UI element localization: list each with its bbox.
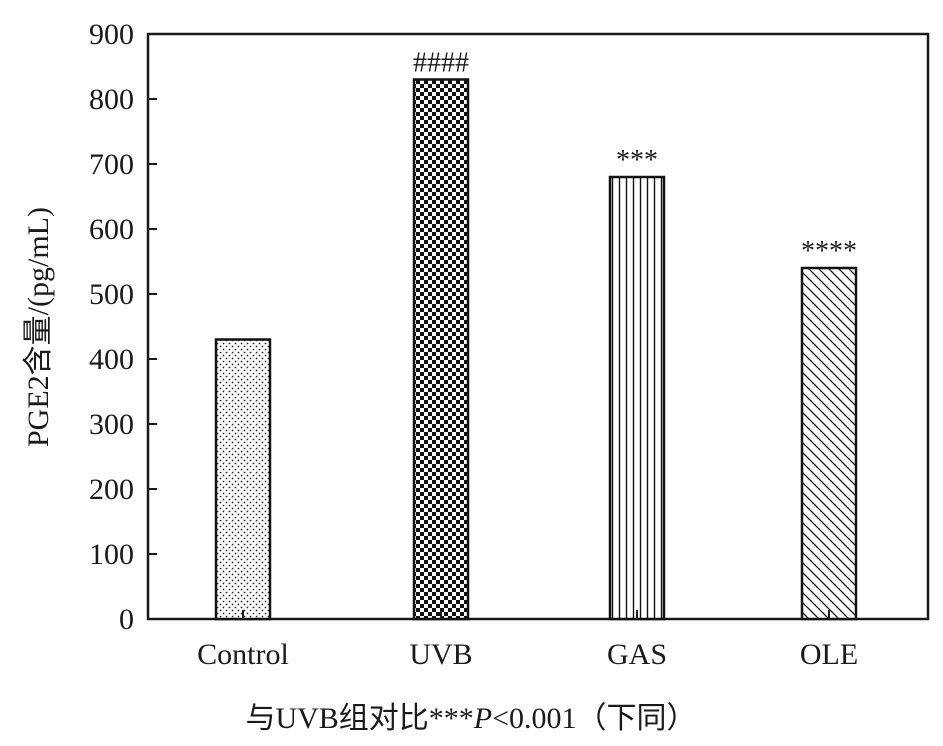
y-tick-label: 300 xyxy=(89,408,134,441)
footnote: 与UVB组对比***P<0.001（下同） xyxy=(245,702,696,735)
x-tick-label: OLE xyxy=(800,638,858,671)
y-axis-label: PGE2含量/(pg/mL) xyxy=(22,207,55,447)
x-tick-label: UVB xyxy=(409,638,472,671)
y-axis: 0 100 200 300 400 500 600 700 800 900 xyxy=(89,18,157,636)
significance-label-gas: *** xyxy=(616,145,658,176)
bar-control xyxy=(214,338,272,621)
y-tick-label: 600 xyxy=(89,213,134,246)
bar-ole xyxy=(800,266,858,621)
footnote-suffix: <0.001（下同） xyxy=(492,702,696,735)
y-tick-label: 800 xyxy=(89,83,134,116)
y-tick-label: 900 xyxy=(89,18,134,51)
x-axis: Control UVB GAS OLE xyxy=(197,610,858,671)
y-tick-label: 500 xyxy=(89,278,134,311)
y-tick-label: 400 xyxy=(89,343,134,376)
x-tick-label: Control xyxy=(197,638,289,671)
bar-gas xyxy=(608,175,666,621)
y-tick-label: 700 xyxy=(89,148,134,181)
bars: ####******* xyxy=(214,48,858,621)
significance-label-uvb: #### xyxy=(413,48,469,79)
y-tick-label: 0 xyxy=(119,603,134,636)
y-tick-label: 100 xyxy=(89,538,134,571)
footnote-p-symbol: P xyxy=(473,702,492,735)
x-tick-label: GAS xyxy=(607,638,667,671)
y-tick-label: 200 xyxy=(89,473,134,506)
plot-frame xyxy=(146,32,930,621)
footnote-prefix: 与UVB组对比*** xyxy=(245,702,473,735)
bar-uvb xyxy=(412,78,470,621)
significance-label-ole: **** xyxy=(801,236,857,267)
